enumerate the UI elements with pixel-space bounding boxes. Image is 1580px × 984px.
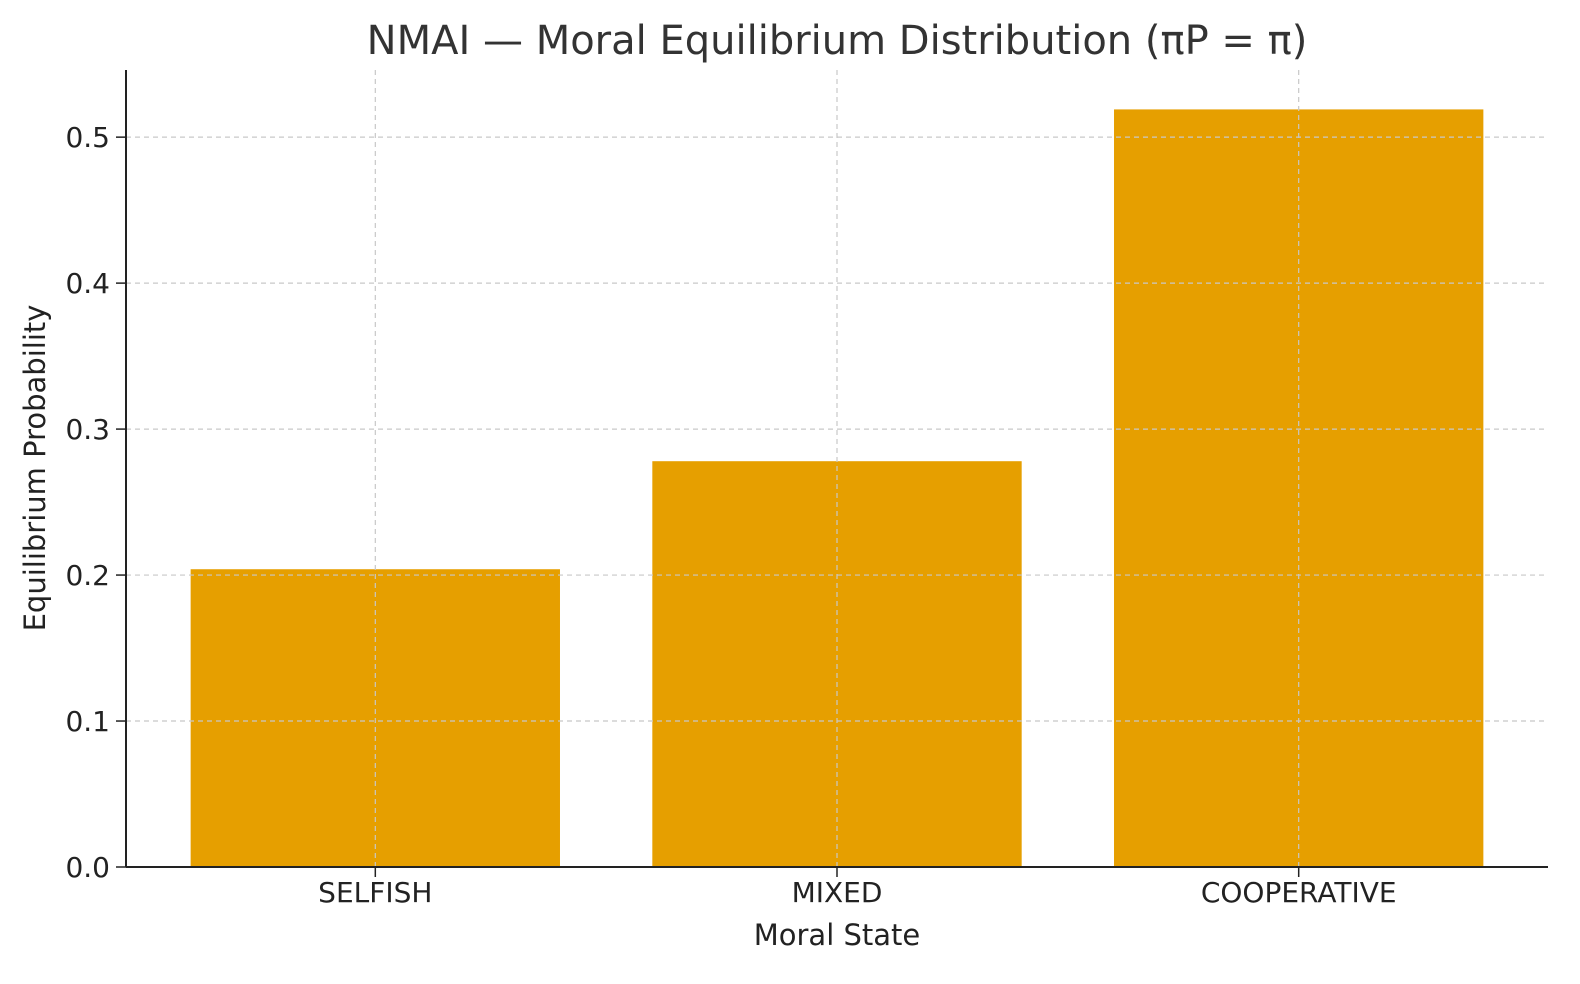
y-tick-label: 0.2 [65,559,110,592]
y-tick-label: 0.4 [65,267,110,300]
x-tick-label: COOPERATIVE [1201,876,1397,909]
y-tick-label: 0.1 [65,705,110,738]
y-tick-label: 0.5 [65,121,110,154]
x-tick-label: MIXED [792,876,883,909]
chart-title: NMAI — Moral Equilibrium Distribution (π… [367,18,1308,64]
y-tick-label: 0.3 [65,413,110,446]
x-axis-label: Moral State [754,918,921,952]
y-axis-label: Equilibrium Probability [18,305,52,632]
y-tick-label: 0.0 [65,851,110,884]
x-tick-label: SELFISH [318,876,432,909]
